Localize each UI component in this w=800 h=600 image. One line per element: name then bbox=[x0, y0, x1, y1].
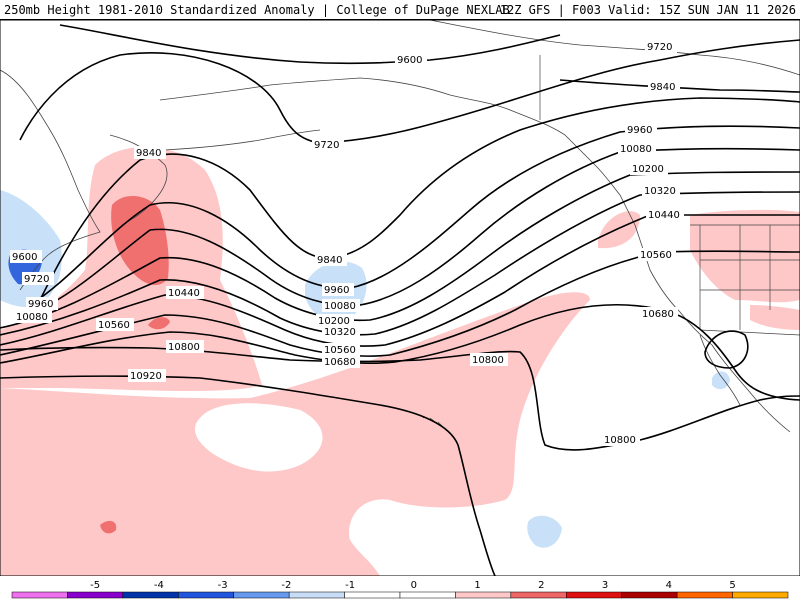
colorbar-swatch bbox=[288, 591, 345, 599]
colorbar-swatch bbox=[566, 591, 622, 599]
coast-arctic bbox=[429, 20, 800, 76]
coast-canada-bc bbox=[564, 134, 636, 226]
label-10560-central: 10560 bbox=[324, 345, 356, 356]
border-us-mexico bbox=[699, 329, 800, 336]
colorbar-swatch bbox=[399, 591, 456, 599]
colorbar-tick-label: -2 bbox=[281, 580, 291, 591]
anomaly-pos-interior-west bbox=[690, 209, 800, 303]
colorbar-swatches bbox=[11, 591, 789, 599]
state-lines bbox=[699, 225, 800, 330]
anomaly-neg-baja bbox=[712, 371, 730, 390]
contour-10320 bbox=[0, 191, 800, 336]
label-10320-east: 10320 bbox=[644, 186, 676, 197]
colorbar-swatch bbox=[621, 591, 678, 599]
label-10560-west: 10560 bbox=[98, 320, 130, 331]
colorbar-tick-label: 3 bbox=[602, 580, 608, 591]
colorbar-tick-label: -1 bbox=[345, 580, 355, 591]
label-10200-central: 10200 bbox=[318, 316, 350, 327]
label-9600-left: 9600 bbox=[12, 252, 37, 263]
anomaly-pos-kamchatka-core bbox=[111, 195, 169, 286]
colorbar-swatch bbox=[122, 591, 179, 599]
label-10440-east: 10440 bbox=[648, 210, 680, 221]
anomaly-map: 9600 9720 9720 9840 9840 9840 9960 9960 … bbox=[0, 20, 800, 576]
label-10920: 10920 bbox=[130, 371, 162, 382]
contour-9600 bbox=[59, 24, 561, 65]
coast-baja bbox=[699, 334, 741, 406]
anomaly-colorbar: -5 -4 -3 -2 -1 0 1 2 3 4 5 bbox=[0, 576, 800, 600]
label-10800-south: 10800 bbox=[604, 435, 636, 446]
product-title: 250mb Height 1981-2010 Standardized Anom… bbox=[4, 3, 510, 17]
coast-kamchatka bbox=[109, 134, 168, 226]
coastlines bbox=[0, 20, 800, 433]
label-10320-central: 10320 bbox=[324, 327, 356, 338]
colorbar-tick-label: 4 bbox=[666, 580, 672, 591]
contour-10680-loop bbox=[704, 330, 749, 369]
colorbar-swatch bbox=[455, 591, 512, 599]
contour-9840-main bbox=[39, 97, 800, 301]
label-10560-east: 10560 bbox=[640, 250, 672, 261]
contour-9960 bbox=[29, 125, 800, 306]
coast-alaska bbox=[159, 77, 566, 136]
label-10080-central: 10080 bbox=[324, 301, 356, 312]
coast-us-west bbox=[634, 224, 791, 433]
label-9720-upper: 9720 bbox=[647, 42, 672, 53]
anomaly-pos-small-core-1 bbox=[148, 317, 170, 330]
anomaly-pos-mexico-coast bbox=[750, 305, 800, 330]
contour-9840-upper bbox=[559, 79, 800, 93]
valid-time: 12Z GFS | F003 Valid: 15Z SUN JAN 11 202… bbox=[499, 3, 796, 17]
label-9960-central: 9960 bbox=[324, 285, 349, 296]
coast-aleutians bbox=[164, 129, 321, 151]
colorbar-tick-label: 0 bbox=[411, 580, 417, 591]
colorbar-tick-label: -3 bbox=[218, 580, 228, 591]
colorbar-tick-label: 2 bbox=[538, 580, 544, 591]
colorbar-tick-label: -5 bbox=[90, 580, 100, 591]
colorbar-swatch bbox=[676, 591, 733, 599]
contour-10680 bbox=[0, 303, 800, 401]
label-9600: 9600 bbox=[397, 55, 422, 66]
label-10080-left: 10080 bbox=[16, 312, 48, 323]
label-9720: 9720 bbox=[314, 140, 339, 151]
label-9840-west: 9840 bbox=[136, 148, 161, 159]
map-header: 250mb Height 1981-2010 Standardized Anom… bbox=[0, 0, 800, 20]
label-10080-east: 10080 bbox=[620, 144, 652, 155]
label-10800-west: 10800 bbox=[168, 342, 200, 353]
label-9960-east: 9960 bbox=[627, 125, 652, 136]
label-9840-central: 9840 bbox=[317, 255, 342, 266]
colorbar-swatch bbox=[178, 591, 234, 599]
colorbar-swatch bbox=[344, 591, 401, 599]
label-9960-left: 9960 bbox=[28, 299, 53, 310]
colorbar-swatch bbox=[233, 591, 290, 599]
political-boundaries bbox=[419, 55, 800, 427]
colorbar-tick-label: -4 bbox=[154, 580, 164, 591]
label-10680-east: 10680 bbox=[642, 309, 674, 320]
colorbar-tick-label: 5 bbox=[729, 580, 735, 591]
anomaly-pos-california bbox=[598, 211, 640, 249]
anomaly-neg-south bbox=[527, 515, 562, 548]
label-9720-left: 9720 bbox=[24, 274, 49, 285]
label-10800-central: 10800 bbox=[472, 355, 504, 366]
colorbar-swatch bbox=[11, 591, 68, 599]
anomaly-hole-hawaii-west bbox=[195, 403, 323, 472]
anomaly-pos-small-core-2 bbox=[100, 520, 117, 534]
colorbar-ticks: -5 -4 -3 -2 -1 0 1 2 3 4 5 bbox=[90, 580, 736, 591]
label-10440-west: 10440 bbox=[168, 288, 200, 299]
label-10200-east: 10200 bbox=[632, 164, 664, 175]
label-9840-upper: 9840 bbox=[650, 82, 675, 93]
colorbar-swatch bbox=[732, 591, 789, 599]
label-10680-central: 10680 bbox=[324, 357, 356, 368]
coast-asia-east bbox=[0, 69, 101, 291]
colorbar-swatch bbox=[67, 591, 124, 599]
colorbar-tick-label: 1 bbox=[474, 580, 480, 591]
colorbar-swatch bbox=[510, 591, 567, 599]
contour-labels: 9600 9720 9720 9840 9840 9840 9960 9960 … bbox=[10, 40, 684, 446]
